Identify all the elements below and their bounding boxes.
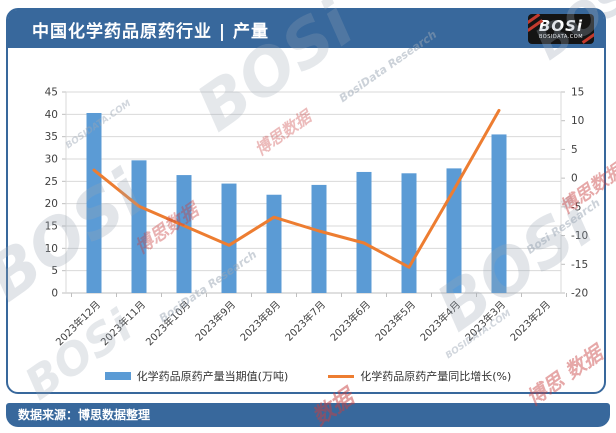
right-axis-tick-label: -20 — [571, 288, 588, 300]
right-axis-tick-label: 15 — [571, 87, 584, 99]
logo-subtext: BOSIDATA.COM — [538, 33, 584, 40]
bar-2023年10月 — [176, 175, 192, 293]
bosi-logo: BOSi BOSIDATA.COM — [528, 14, 594, 44]
legend-line-label: 化学药品原药产量同比增长(%) — [360, 370, 512, 383]
left-axis-tick-label: 45 — [45, 87, 58, 99]
bar-2023年6月 — [356, 171, 372, 293]
x-axis-label: 2023年7月 — [282, 298, 328, 344]
bar-2023年5月 — [401, 173, 417, 293]
right-axis-tick-label: -10 — [571, 230, 588, 242]
legend-item-growth: 化学药品原药产量同比增长(%) — [328, 368, 511, 384]
right-axis-tick-label: 10 — [571, 115, 584, 127]
bar-2023年8月 — [266, 194, 282, 293]
right-axis-tick-label: -5 — [571, 201, 581, 213]
left-axis-tick-label: 30 — [45, 154, 58, 166]
bar-2023年12月 — [86, 112, 102, 293]
x-axis-label: 2023年3月 — [462, 298, 508, 344]
left-axis-tick-label: 10 — [45, 243, 58, 255]
page-title: 中国化学药品原药行业 | 产量 — [32, 21, 270, 42]
header-bar: 中国化学药品原药行业 | 产量 BOSi BOSIDATA.COM — [8, 10, 604, 48]
left-axis-tick-label: 20 — [45, 198, 58, 210]
bar-2023年11月 — [131, 160, 147, 293]
bar-2023年7月 — [311, 184, 327, 293]
x-axis-label: 2023年10月 — [143, 298, 193, 348]
logo-text: BOSi — [538, 16, 584, 35]
x-axis-label: 2023年12月 — [53, 298, 103, 348]
data-source-text: 数据来源：博思数据整理 — [18, 408, 151, 422]
left-axis-tick-label: 15 — [45, 221, 58, 233]
legend-bar-swatch-icon — [104, 372, 131, 380]
footer-bar: 数据来源：博思数据整理 — [6, 403, 610, 427]
legend-line-swatch-icon — [328, 374, 355, 378]
right-axis-tick-label: 5 — [571, 144, 578, 156]
left-axis-tick-label: 25 — [45, 176, 58, 188]
bar-2023年3月 — [491, 134, 507, 293]
left-axis-tick-label: 5 — [51, 265, 58, 277]
chart-legend: 化学药品原药产量当期值(万吨) 化学药品原药产量同比增长(%) — [0, 368, 616, 384]
x-axis-label: 2023年8月 — [237, 298, 283, 344]
x-axis-label: 2023年5月 — [372, 298, 418, 344]
x-axis-label: 2023年11月 — [98, 298, 148, 348]
legend-item-production: 化学药品原药产量当期值(万吨) — [104, 368, 289, 384]
left-axis-tick-label: 40 — [45, 109, 58, 121]
left-axis-tick-label: 35 — [45, 131, 58, 143]
x-axis-label: 2023年2月 — [507, 298, 553, 344]
right-axis-tick-label: -15 — [571, 259, 588, 271]
bar-2023年9月 — [221, 183, 237, 293]
legend-bar-label: 化学药品原药产量当期值(万吨) — [136, 370, 289, 383]
bar-2023年4月 — [446, 168, 462, 293]
left-axis-tick-label: 0 — [51, 288, 58, 300]
x-axis-label: 2023年6月 — [327, 298, 373, 344]
growth-line — [92, 108, 501, 269]
right-axis-tick-label: 0 — [571, 173, 578, 185]
x-axis-label: 2023年9月 — [192, 298, 238, 344]
x-axis-label: 2023年4月 — [417, 298, 463, 344]
